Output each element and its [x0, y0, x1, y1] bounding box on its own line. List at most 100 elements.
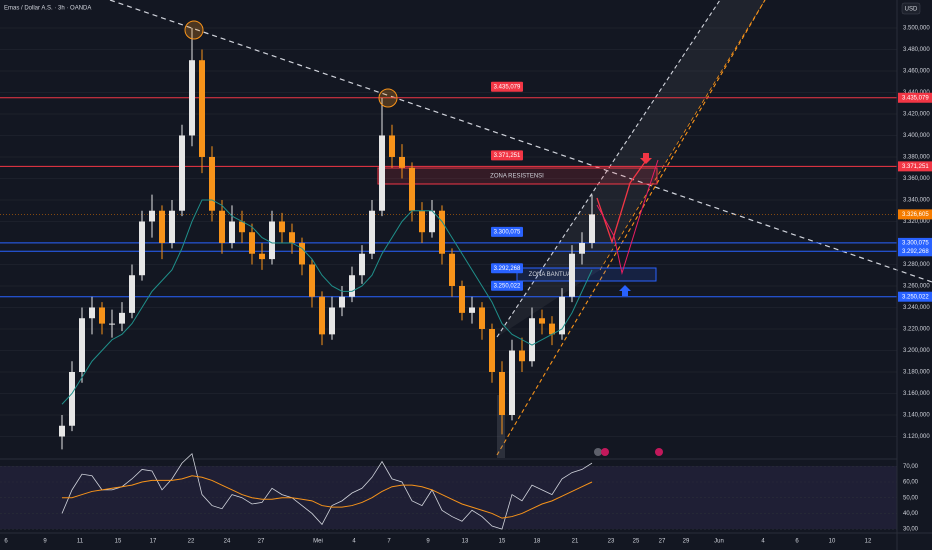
- zone-label: ZONA RESISTENSI: [490, 174, 544, 180]
- candle-body: [479, 307, 485, 329]
- candle-body: [559, 296, 565, 335]
- down-arrow: [640, 153, 652, 164]
- candle-body: [139, 221, 145, 276]
- candle-body: [79, 318, 85, 372]
- axis-price-box: [898, 237, 932, 248]
- x-tick-label: Mei: [313, 539, 323, 545]
- candle-body: [449, 253, 455, 286]
- axis-price-label: 3.250,022: [902, 294, 929, 300]
- y-tick-label: 3.420,000: [903, 112, 930, 118]
- candle-body: [229, 221, 235, 243]
- y-tick-label: 3.160,000: [903, 391, 930, 397]
- level-label-box: [491, 263, 523, 274]
- y-tick-label: 50,00: [903, 495, 919, 501]
- level-label-box: [491, 150, 523, 161]
- candle-body: [59, 425, 65, 437]
- y-tick-label: 40,00: [903, 511, 919, 517]
- channel-line: [496, 0, 721, 338]
- candle-body: [99, 307, 105, 324]
- candle-body: [319, 296, 325, 335]
- candle-body: [529, 318, 535, 362]
- candle-body: [149, 210, 155, 222]
- projection: [596, 159, 659, 275]
- level-label: 3.371,251: [494, 153, 521, 159]
- candle-body: [509, 350, 515, 415]
- candle-body: [309, 264, 315, 297]
- rsi-moving-average: [62, 475, 593, 519]
- candle-body: [259, 253, 265, 260]
- plot: [59, 27, 595, 450]
- axis-price-box: [898, 161, 932, 172]
- x-tick-label: 4: [761, 539, 765, 545]
- y-tick-label: 3.120,000: [903, 434, 930, 440]
- candle-body: [199, 60, 205, 157]
- candle-body: [359, 253, 365, 276]
- x-tick-label: 9: [43, 539, 47, 545]
- candle-body: [569, 253, 575, 297]
- y-tick-label: 3.280,000: [903, 262, 930, 268]
- candle-body: [469, 307, 475, 313]
- y-tick-label: 3.240,000: [903, 305, 930, 311]
- y-tick-label: 70,00: [903, 464, 919, 470]
- candle-body: [239, 221, 245, 233]
- channel-line: [599, 0, 766, 271]
- y-tick-label: 3.320,000: [903, 219, 930, 225]
- y-tick-label: 3.500,000: [903, 26, 930, 32]
- candle-body: [209, 156, 215, 211]
- highlight: [497, 395, 505, 458]
- rsi-pane: [0, 452, 897, 530]
- candle-body: [89, 307, 95, 319]
- x-tick-label: 12: [865, 539, 872, 545]
- x-tick-label: 4: [352, 539, 356, 545]
- candle-body: [69, 371, 75, 426]
- candle-body: [299, 242, 305, 265]
- levels: 3.435,079 3.371,251 3.300,075 3.292,268 3.25…: [0, 81, 897, 298]
- y-tick-label: 3.220,000: [903, 327, 930, 333]
- y-tick-label: 3.400,000: [903, 133, 930, 139]
- level-label-box: [491, 226, 523, 237]
- event-icon: [655, 448, 663, 456]
- level-label: 3.250,022: [494, 283, 521, 289]
- candle-body: [409, 167, 415, 211]
- x-tick-label: 6: [4, 539, 8, 545]
- candle-body: [519, 350, 525, 362]
- candle-body: [169, 210, 175, 243]
- trendline: [109, 0, 932, 283]
- candle-body: [399, 156, 405, 168]
- y-tick-label: 3.340,000: [903, 198, 930, 204]
- x-tick-label: 11: [77, 539, 84, 545]
- candle-body: [539, 318, 545, 324]
- up-arrow: [619, 285, 631, 296]
- candle-body: [249, 232, 255, 254]
- event-icon: [594, 448, 602, 456]
- level-label: 3.292,268: [494, 266, 521, 272]
- axis-price-label: 3.300,075: [902, 240, 929, 246]
- x-tick-label: 22: [188, 539, 195, 545]
- peak-marker: [184, 20, 204, 40]
- x-tick-label: 17: [150, 539, 157, 545]
- candle-body: [379, 135, 385, 211]
- candle-body: [549, 323, 555, 335]
- y-tick-label: 3.140,000: [903, 413, 930, 419]
- axes: 3.120,000 3.140,000 3.160,000 3.180,000 3.20…: [4, 26, 932, 545]
- candle-body: [119, 312, 125, 324]
- x-tick-label: 25: [633, 539, 640, 545]
- candle-body: [459, 285, 465, 313]
- candle-body: [339, 296, 345, 308]
- candle-body: [589, 214, 595, 243]
- peak-marker: [378, 88, 398, 108]
- x-tick-label: 21: [572, 539, 579, 545]
- candle-body: [219, 210, 225, 243]
- y-tick-label: 3.180,000: [903, 370, 930, 376]
- y-tick-label: 30,00: [903, 527, 919, 533]
- x-tick-label: 27: [659, 539, 666, 545]
- x-tick-label: Jun: [714, 539, 724, 545]
- level-label-box: [491, 280, 523, 291]
- candle-body: [439, 210, 445, 254]
- candle-body: [279, 221, 285, 233]
- axis-price-box: [898, 92, 932, 103]
- axis-price-label: 3.371,251: [902, 164, 929, 170]
- candle-body: [269, 221, 275, 260]
